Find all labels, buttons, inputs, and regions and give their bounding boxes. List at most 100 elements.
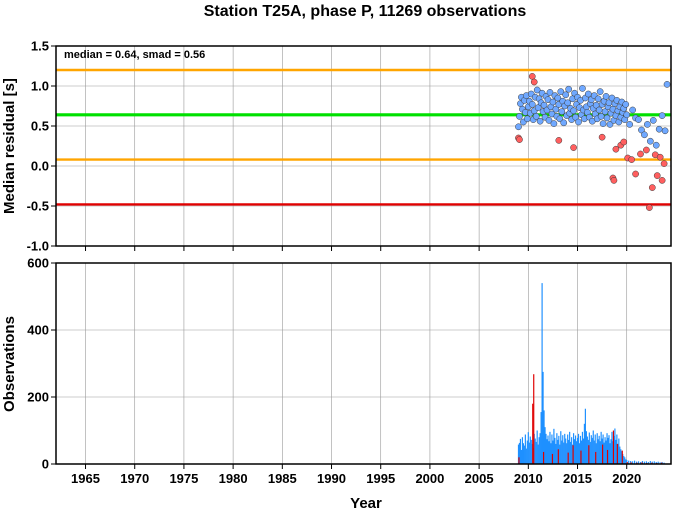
residual-point-s0-35 <box>549 98 557 106</box>
observation-bar-s0-34 <box>551 434 553 464</box>
observation-bar-s0-69 <box>585 431 587 464</box>
residual-point-s0-119 <box>649 117 657 124</box>
observation-bar-s0-119 <box>643 461 646 464</box>
residual-point-s0-43 <box>557 88 565 95</box>
residual-point-s0-38 <box>552 105 560 113</box>
residual-point-s1-20 <box>653 172 661 179</box>
observation-bar-s0-122 <box>649 460 651 464</box>
observation-bar-s0-68 <box>584 408 586 464</box>
observation-bar-s0-67 <box>583 423 585 464</box>
observation-bar-s0-35 <box>552 440 554 464</box>
residual-point-s1-22 <box>658 177 666 184</box>
observation-bar-s0-117 <box>639 461 642 464</box>
x-tick-label-2020: 2020 <box>612 471 641 486</box>
observation-bar-s1-14 <box>616 443 618 464</box>
residual-point-s0-56 <box>570 107 577 115</box>
observations-bars <box>517 283 665 465</box>
x-tick-label-1970: 1970 <box>120 471 149 486</box>
observation-bar-s1-5 <box>557 449 559 464</box>
residual-point-s1-13 <box>628 156 635 163</box>
observation-bar-s1-0 <box>518 457 520 464</box>
observation-bar-s0-88 <box>604 437 606 464</box>
residual-point-s1-23 <box>660 160 668 167</box>
observation-bar-s0-90 <box>606 433 608 464</box>
residual-x-ticks <box>85 246 628 251</box>
residual-y-tick-label--1.0: -1.0 <box>27 239 49 254</box>
observation-bar-s1-15 <box>621 450 623 464</box>
residual-point-s0-118 <box>646 137 654 145</box>
observation-bar-s0-29 <box>546 439 548 464</box>
observation-bar-s0-77 <box>593 440 595 464</box>
observation-bar-s0-17 <box>534 438 536 464</box>
observations-y-tick-label-400: 400 <box>27 323 49 338</box>
chart-title: Station T25A, phase P, 11269 observation… <box>204 3 527 20</box>
residual-point-s1-3 <box>530 78 538 86</box>
residual-point-s0-81 <box>594 95 602 103</box>
observation-bar-s0-31 <box>548 441 550 464</box>
observation-bar-s0-45 <box>562 435 564 464</box>
observations-panel-frame <box>55 262 672 465</box>
residual-y-ticks: 1.5 1.0 0.5 0.0 -0.5 -1.0 <box>27 39 56 254</box>
residual-point-s0-61 <box>575 118 582 126</box>
residual-point-s0-26 <box>540 101 548 109</box>
residual-point-s0-89 <box>602 93 610 100</box>
observation-bar-s0-125 <box>655 461 657 464</box>
residual-point-s1-6 <box>598 133 606 141</box>
observation-bar-s0-61 <box>577 433 580 464</box>
observation-bar-s0-13 <box>530 439 532 464</box>
residual-point-s0-71 <box>584 90 592 98</box>
observations-y-tick-label-200: 200 <box>27 390 49 405</box>
observation-bar-s1-9 <box>588 445 590 464</box>
residual-y-tick-label-1.0: 1.0 <box>31 79 49 94</box>
observation-bar-s1-3 <box>542 451 545 464</box>
residual-point-s1-14 <box>632 170 639 178</box>
observation-bar-s0-99 <box>615 439 617 464</box>
x-tick-label-1965: 1965 <box>71 471 100 486</box>
observation-bar-s0-121 <box>647 461 649 464</box>
x-tick-label-1975: 1975 <box>169 471 198 486</box>
residual-point-s1-11 <box>620 138 628 146</box>
residual-point-s0-117 <box>644 121 651 128</box>
observation-bar-s0-9 <box>526 440 528 464</box>
residual-y-tick-label-0.0: 0.0 <box>31 159 49 174</box>
observation-bar-s0-26 <box>543 410 545 464</box>
observation-bar-s0-28 <box>545 433 547 464</box>
observation-bar-s0-94 <box>610 439 612 464</box>
observation-bar-s1-12 <box>606 449 609 464</box>
x-tick-label-2010: 2010 <box>514 471 543 486</box>
residual-point-s0-115 <box>638 126 645 134</box>
observation-bar-s0-10 <box>527 432 529 464</box>
x-axis-title: Year <box>350 495 382 511</box>
observation-bar-s0-4 <box>521 437 524 464</box>
observation-bar-s0-1 <box>518 442 521 464</box>
observation-bar-s0-109 <box>625 459 627 464</box>
x-tick-label-2000: 2000 <box>415 471 444 486</box>
observation-bar-s0-102 <box>618 438 620 464</box>
observation-bar-s0-78 <box>594 434 596 464</box>
observation-bar-s0-50 <box>567 434 569 464</box>
observation-bar-s0-127 <box>659 462 661 464</box>
observation-bar-s0-8 <box>525 448 527 464</box>
observation-bar-s0-2 <box>519 438 522 465</box>
residual-point-s0-51 <box>565 85 573 93</box>
residual-point-s0-20 <box>534 104 542 111</box>
observation-bar-s1-10 <box>595 451 597 464</box>
residual-point-s1-9 <box>612 145 620 153</box>
residual-y-tick-label-0.5: 0.5 <box>31 119 49 134</box>
residual-point-s0-0 <box>515 123 522 131</box>
residual-point-s1-15 <box>637 150 644 158</box>
observation-bar-s0-98 <box>614 428 616 464</box>
residual-point-s0-19 <box>533 86 541 94</box>
residual-point-s0-82 <box>595 106 603 114</box>
residual-point-s0-58 <box>572 113 579 121</box>
observation-bar-s1-7 <box>572 445 574 464</box>
observations-y-tick-label-600: 600 <box>27 256 49 271</box>
observation-bar-s1-2 <box>533 374 535 464</box>
observation-bar-s0-81 <box>597 439 599 464</box>
residual-point-s0-40 <box>554 94 562 102</box>
observation-bar-s0-54 <box>571 437 573 464</box>
residual-point-s1-2 <box>528 73 536 80</box>
observation-bar-s0-32 <box>549 431 551 464</box>
observation-bar-s0-48 <box>565 438 567 464</box>
observation-bar-s0-93 <box>609 443 611 464</box>
